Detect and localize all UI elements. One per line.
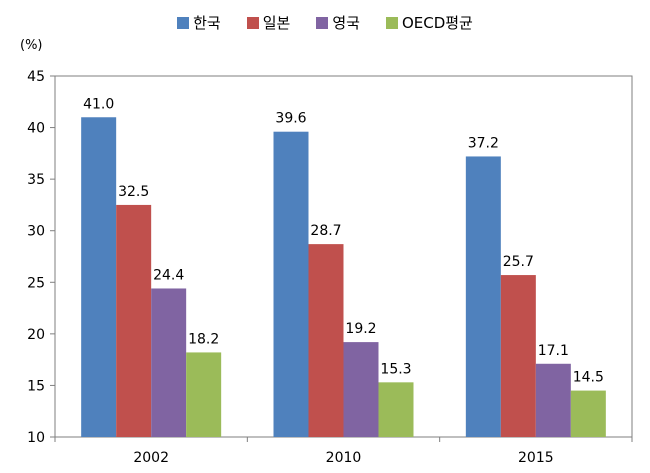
legend-label-uk: 영국 bbox=[332, 14, 360, 32]
x-tick-label-2: 2015 bbox=[518, 450, 554, 466]
data-label-2002-영국: 24.4 bbox=[153, 267, 184, 283]
bar-2010-영국 bbox=[343, 342, 379, 437]
bar-2002-OECD평균 bbox=[186, 352, 222, 437]
bar-2015-한국 bbox=[465, 156, 501, 438]
y-tick-label-1: 15 bbox=[27, 378, 45, 394]
legend-swatch-uk bbox=[316, 16, 329, 29]
x-tick-label-0: 2002 bbox=[133, 450, 169, 466]
legend-label-korea: 한국 bbox=[193, 14, 221, 32]
data-label-2010-영국: 19.2 bbox=[345, 321, 376, 337]
legend-label-oecd: OECD평균 bbox=[401, 14, 473, 32]
y-tick-label-5: 35 bbox=[27, 172, 45, 188]
bar-2010-한국 bbox=[273, 131, 309, 437]
legend-swatch-oecd bbox=[385, 16, 398, 29]
data-label-2002-OECD평균: 18.2 bbox=[188, 331, 219, 347]
data-label-2002-일본: 32.5 bbox=[118, 184, 149, 200]
bar-2015-일본 bbox=[500, 275, 536, 437]
legend-label-japan: 일본 bbox=[262, 14, 291, 32]
data-label-2015-한국: 37.2 bbox=[468, 135, 499, 151]
x-tick-label-1: 2010 bbox=[326, 450, 362, 466]
legend: 한국 일본 영국 OECD평균 bbox=[0, 12, 650, 33]
y-tick-label-4: 30 bbox=[27, 224, 45, 240]
bar-2002-일본 bbox=[116, 204, 152, 437]
data-label-2002-한국: 41.0 bbox=[83, 96, 114, 112]
y-tick-label-2: 20 bbox=[27, 327, 45, 343]
y-tick-label-3: 25 bbox=[27, 275, 45, 291]
y-tick-label-0: 10 bbox=[27, 430, 45, 446]
bar-2015-영국 bbox=[535, 363, 571, 437]
y-tick-label-6: 40 bbox=[27, 121, 45, 137]
data-label-2010-OECD평균: 15.3 bbox=[380, 361, 411, 377]
legend-item-korea: 한국 bbox=[177, 12, 221, 33]
legend-item-oecd: OECD평균 bbox=[385, 12, 473, 33]
y-tick-label-7: 45 bbox=[27, 69, 45, 85]
bar-2010-일본 bbox=[308, 244, 344, 437]
data-label-2010-한국: 39.6 bbox=[275, 111, 306, 127]
legend-item-japan: 일본 bbox=[246, 12, 291, 33]
y-axis-unit-label: (%) bbox=[20, 38, 43, 53]
data-label-2015-일본: 25.7 bbox=[503, 254, 534, 270]
bar-2002-한국 bbox=[81, 117, 117, 437]
data-label-2015-OECD평균: 14.5 bbox=[573, 370, 604, 386]
bar-2010-OECD평균 bbox=[378, 382, 414, 437]
legend-swatch-korea bbox=[177, 16, 190, 29]
bar-2002-영국 bbox=[151, 288, 187, 437]
legend-item-uk: 영국 bbox=[316, 12, 360, 33]
legend-swatch-japan bbox=[246, 16, 259, 29]
data-label-2015-영국: 17.1 bbox=[538, 343, 569, 359]
data-label-2010-일본: 28.7 bbox=[310, 223, 341, 239]
bar-2015-OECD평균 bbox=[570, 390, 606, 437]
